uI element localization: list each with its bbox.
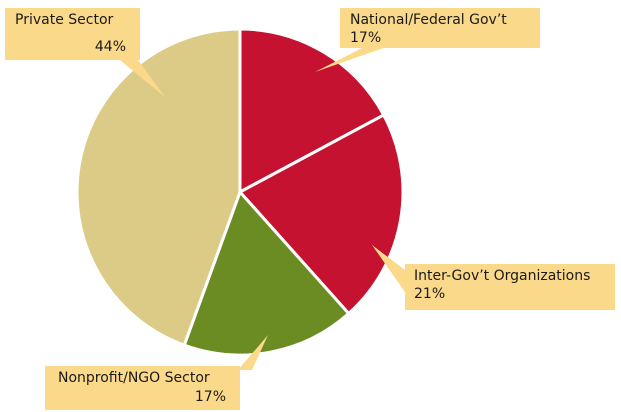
pie-slice — [75, 27, 242, 348]
callout-pointer — [315, 44, 395, 72]
slice-value: 44% — [95, 39, 126, 55]
pie-slice — [237, 112, 405, 316]
slice-label: National/Federal Gov’t — [350, 12, 507, 28]
callout-box — [5, 8, 140, 60]
slice-value: 17% — [195, 389, 226, 405]
callout-pointer — [115, 56, 165, 97]
slice-value: 17% — [350, 30, 381, 46]
slice-label: Nonprofit/NGO Sector — [58, 370, 210, 386]
slice-label: Inter-Gov’t Organizations — [414, 268, 590, 284]
callout-pointer — [238, 335, 268, 370]
callout-pointer — [372, 245, 405, 292]
callout-box — [405, 264, 615, 310]
pie-slice — [238, 27, 386, 195]
callout-box — [340, 8, 540, 48]
slice-value: 21% — [414, 286, 445, 302]
callout-box — [45, 366, 240, 410]
slice-label: Private Sector — [15, 12, 114, 28]
